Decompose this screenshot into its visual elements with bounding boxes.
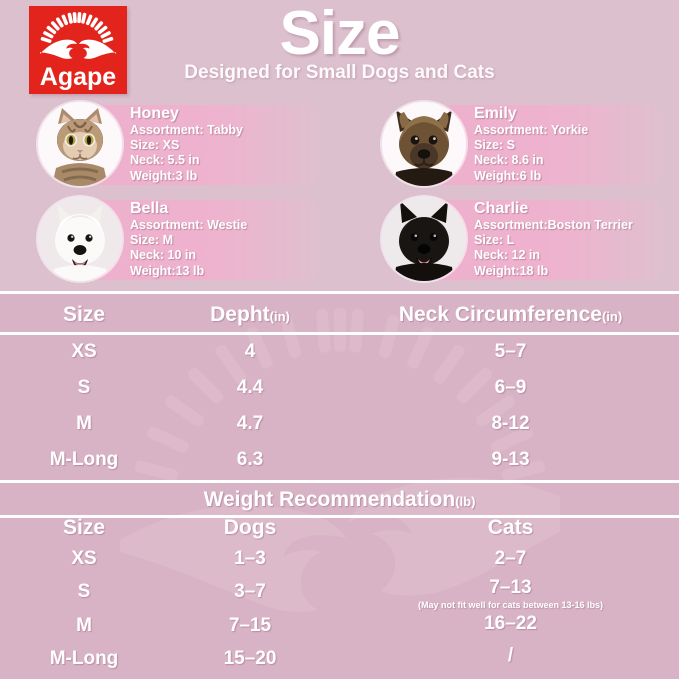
table-row-size: M-Long (49, 449, 119, 470)
weight-header-size: Size (62, 516, 106, 539)
pet-neck: Neck: 5.5 in (130, 153, 200, 168)
table-row-neck: 5–7 (494, 341, 527, 362)
card-panel (92, 105, 321, 185)
table-row-cats: / (507, 645, 514, 666)
pet-size: Size: XS (130, 138, 180, 153)
table-row-cats: 7–13 (489, 577, 532, 598)
pet-size: Size: M (130, 233, 174, 248)
weight-title-band (0, 483, 679, 515)
table-row-size: S (77, 581, 91, 602)
pet-name: Charlie (474, 200, 529, 217)
size-table-header-depth: Depht(in) (160, 303, 340, 327)
pet-card-honey: Honey Assortment: Tabby Size: XS Neck: 5… (34, 102, 321, 190)
pet-card-emily: Emily Assortment: Yorkie Size: S Neck: 8… (378, 102, 665, 190)
dog-boston-terrier-photo (382, 197, 466, 281)
size-table-header-neck: Neck Circumference(in) (358, 303, 663, 327)
pet-name: Bella (130, 200, 169, 217)
pet-size: Size: L (474, 233, 515, 248)
table-row-size: M-Long (49, 648, 119, 669)
divider-weight-title (0, 515, 679, 518)
table-row-size: XS (71, 341, 97, 362)
card-text: Honey Assortment: Tabby Size: XS Neck: 5… (130, 104, 340, 184)
table-row-dogs: 7–15 (228, 615, 272, 636)
table-row-cats: 16–22 (484, 613, 537, 634)
pet-name: Emily (474, 105, 517, 122)
pet-cards: Honey Assortment: Tabby Size: XS Neck: 5… (0, 99, 679, 291)
pet-weight: Weight:6 lb (474, 168, 542, 183)
pet-assortment: Assortment: Yorkie (474, 123, 589, 137)
header: Agape Size Designed for Small Dogs and C… (0, 0, 679, 96)
card-text: Charlie Assortment:Boston Terrier Size: … (474, 199, 679, 279)
table-row-size: M (76, 615, 92, 636)
dog-yorkie-photo (382, 102, 466, 186)
pet-neck: Neck: 8.6 in (474, 153, 544, 168)
table-row-depth: 4 (244, 341, 256, 362)
page-title: Size (279, 0, 400, 68)
pet-assortment: Assortment:Boston Terrier (474, 218, 633, 232)
pet-name: Honey (130, 105, 179, 122)
table-row-neck: 9-13 (491, 449, 530, 470)
table-row-size: S (77, 377, 91, 398)
pet-weight: Weight:13 lb (130, 263, 205, 278)
agape-logo: Agape (29, 6, 127, 94)
table-row-depth: 4.4 (236, 377, 264, 398)
card-text: Emily Assortment: Yorkie Size: S Neck: 8… (474, 104, 679, 184)
pet-assortment: Assortment: Westie (130, 218, 248, 232)
weight-title-unit: (lb) (455, 494, 476, 509)
pet-card-bella: Bella Assortment: Westie Size: M Neck: 1… (34, 197, 321, 285)
size-table-header-size: Size (62, 303, 106, 326)
cats-fit-note: (May not fit well for cats between 13-16… (417, 600, 604, 610)
table-row-dogs: 1–3 (234, 548, 266, 569)
divider-size-header (0, 332, 679, 335)
pet-neck: Neck: 10 in (130, 248, 197, 263)
weight-header-dogs: Dogs (223, 516, 277, 539)
neck-label: Neck Circumference (398, 303, 602, 326)
card-text: Bella Assortment: Westie Size: M Neck: 1… (130, 199, 340, 279)
pet-weight: Weight:18 lb (474, 263, 549, 278)
depth-unit: (in) (269, 309, 290, 324)
table-row-dogs: 15–20 (223, 648, 277, 669)
neck-unit: (in) (601, 309, 623, 324)
weight-body-band (0, 518, 679, 679)
card-panel (436, 200, 665, 280)
size-table-header-band (0, 294, 679, 332)
table-row-depth: 4.7 (236, 413, 264, 434)
pet-neck: Neck: 12 in (474, 248, 541, 263)
weight-header-cats: Cats (487, 516, 534, 539)
card-panel (436, 105, 665, 185)
table-row-size: M (76, 413, 92, 434)
card-panel (92, 200, 321, 280)
pet-card-charlie: Charlie Assortment:Boston Terrier Size: … (378, 197, 665, 285)
table-row-cats: 2–7 (494, 548, 527, 569)
depth-label: Depht (210, 303, 270, 326)
size-table-body-band (0, 335, 679, 480)
table-row-dogs: 3–7 (234, 581, 266, 602)
table-row-size: XS (71, 548, 97, 569)
table-row-neck: 6–9 (494, 377, 527, 398)
weight-section-title: Weight Recommendation(lb) (0, 488, 679, 512)
dog-westie-photo (38, 197, 122, 281)
divider-size-bottom (0, 480, 679, 483)
pet-weight: Weight:3 lb (130, 168, 198, 183)
weight-title-label: Weight Recommendation (203, 488, 456, 511)
pet-size: Size: S (474, 138, 515, 153)
page-subtitle: Designed for Small Dogs and Cats (184, 62, 495, 83)
table-row-neck: 8-12 (491, 413, 530, 434)
logo-wordmark: Agape (40, 63, 117, 91)
pet-assortment: Assortment: Tabby (130, 123, 243, 137)
cat-tabby-photo (38, 102, 122, 186)
divider-top (0, 291, 679, 294)
table-row-depth: 6.3 (236, 449, 264, 470)
